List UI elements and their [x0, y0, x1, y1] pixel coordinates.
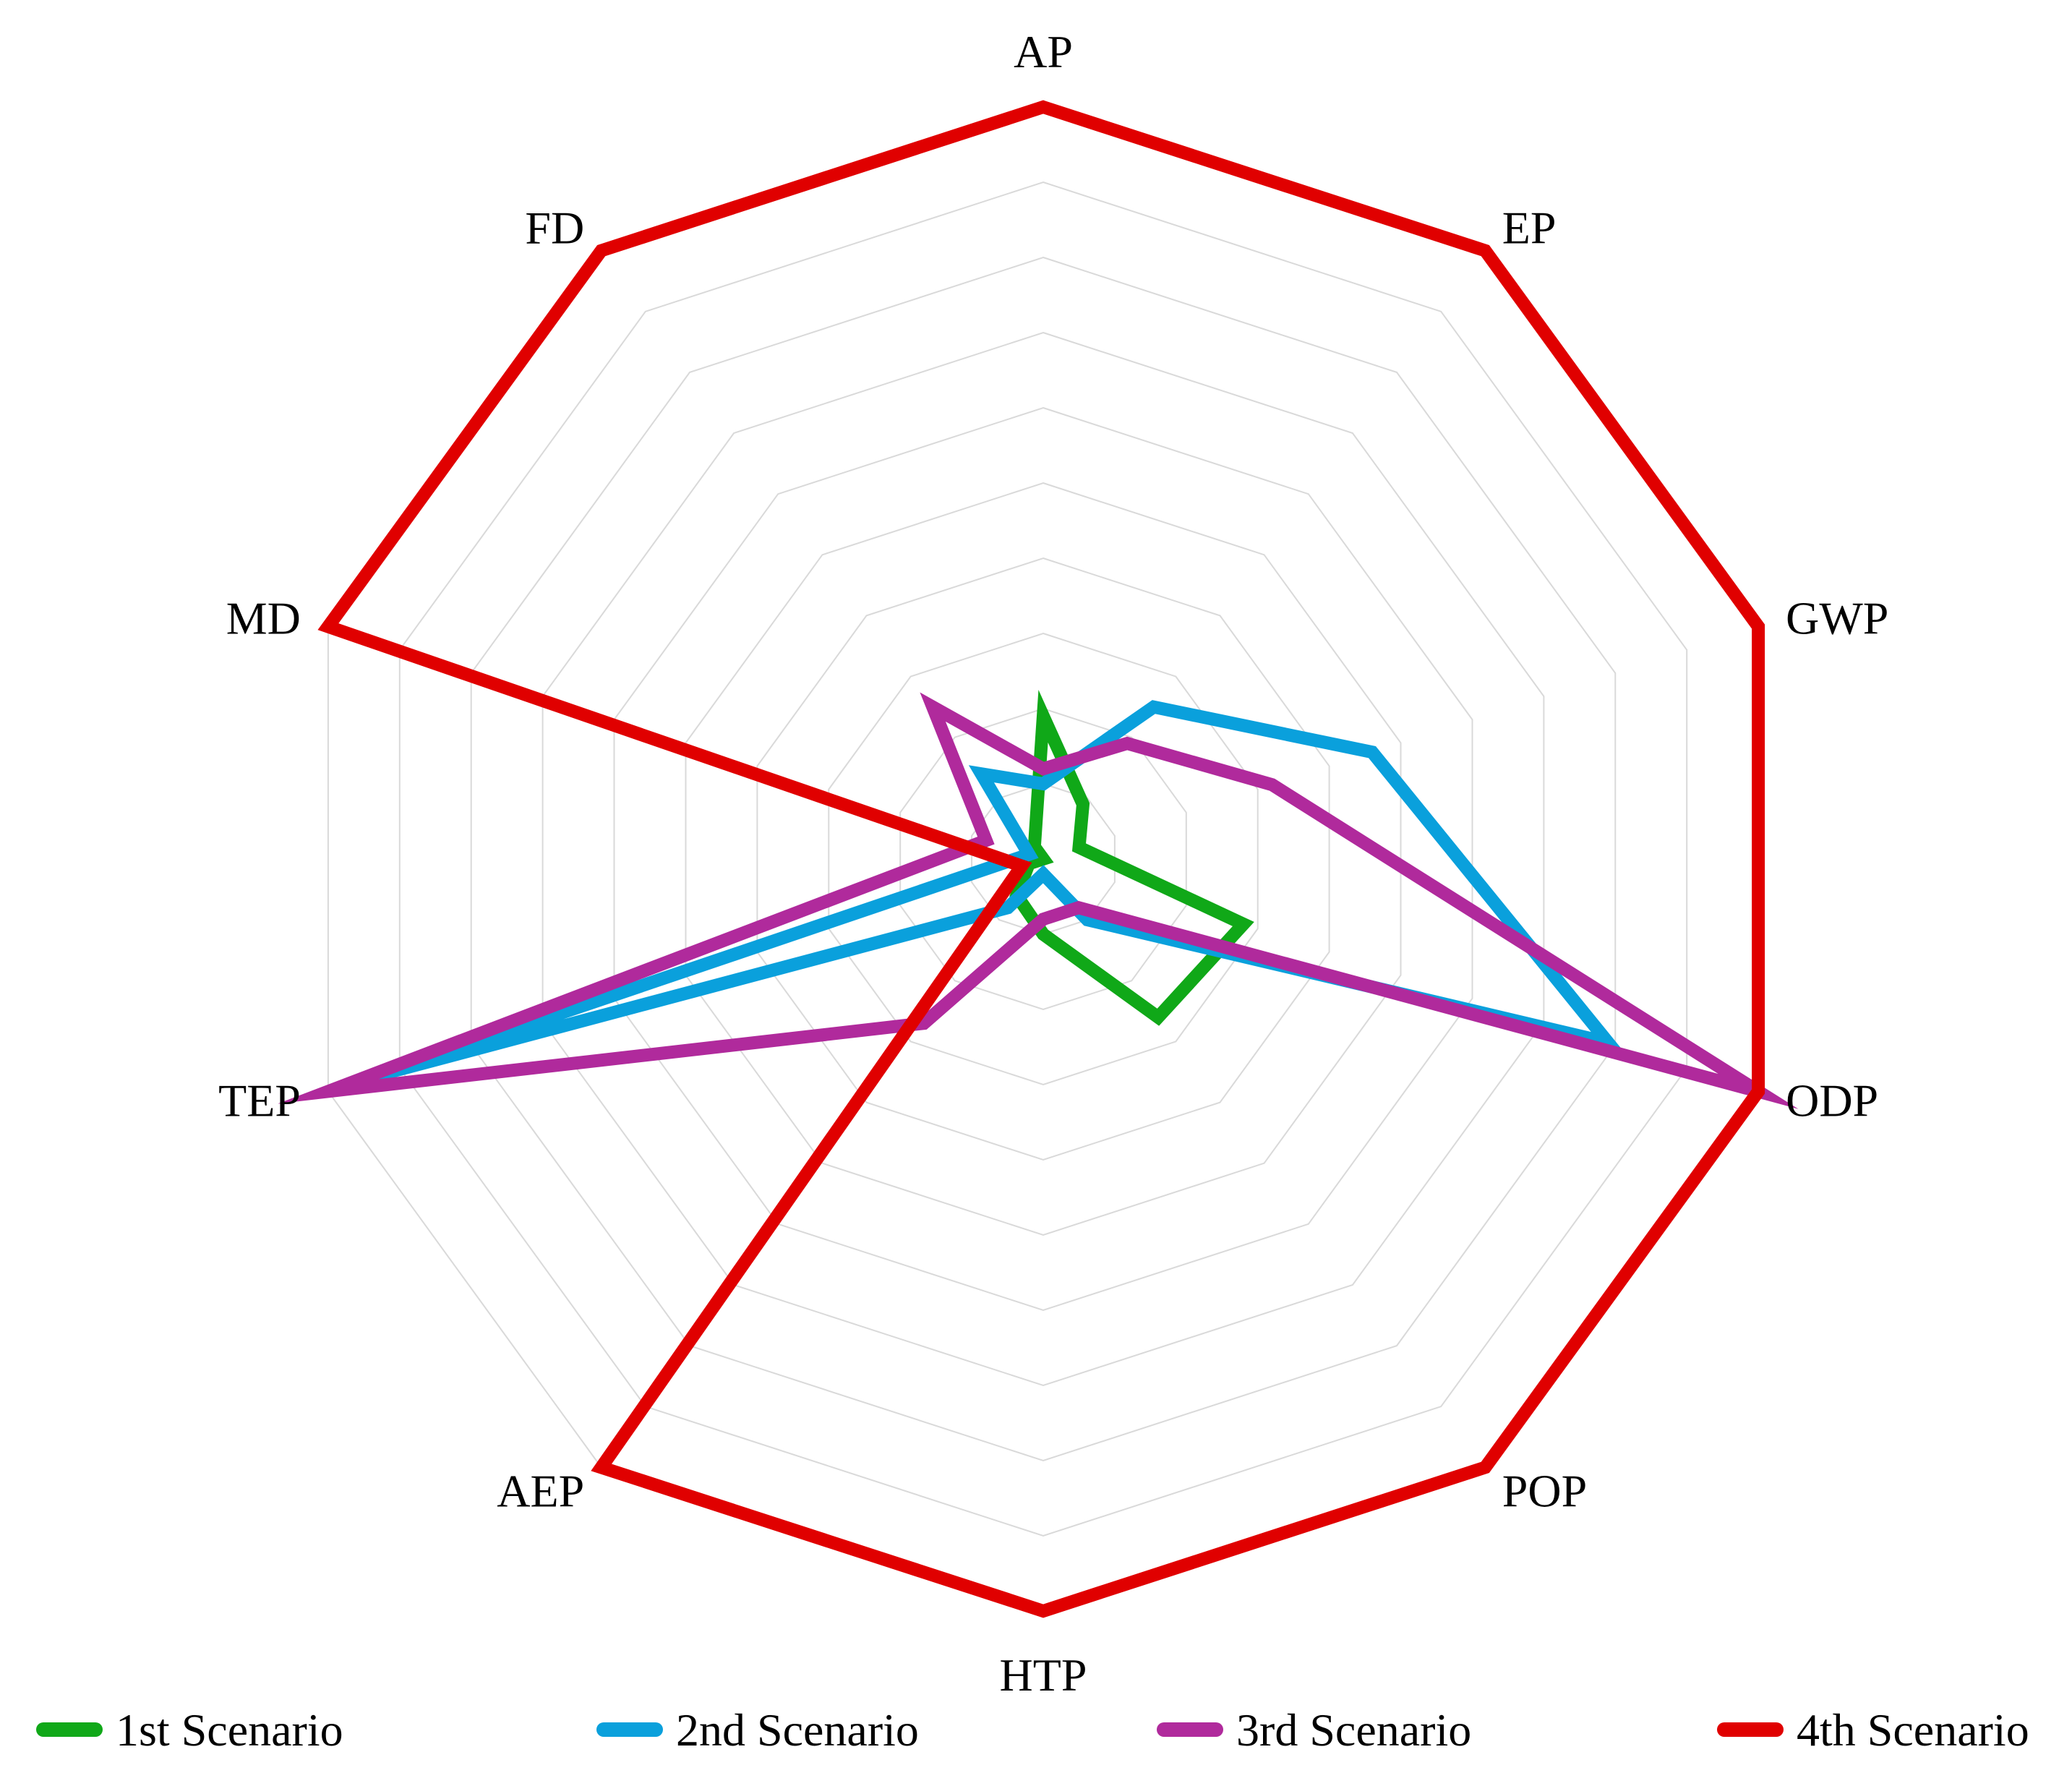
category-label-aep: AEP [497, 1466, 584, 1517]
grid-ring [613, 406, 1473, 1312]
grid-ring [899, 707, 1187, 1011]
series-4th-scenario [317, 100, 1765, 1618]
category-label-pop: POP [1502, 1466, 1587, 1517]
category-label-gwp: GWP [1786, 592, 1888, 644]
category-label-odp: ODP [1786, 1075, 1878, 1127]
category-label-htp: HTP [1000, 1649, 1087, 1701]
grid-ring [541, 331, 1545, 1387]
category-label-ep: EP [1502, 202, 1557, 253]
series-3rd-scenario [277, 692, 1799, 1109]
category-labels: AP EP GWP ODP POP HTP AEP TEP MD FD [218, 26, 1888, 1701]
grid-ring [398, 181, 1688, 1537]
radar-series [277, 100, 1799, 1618]
grid-ring [828, 632, 1259, 1086]
legend-label-1st-scenario: 1st Scenario [116, 1704, 343, 1756]
series-1st-scenario [1009, 689, 1254, 1026]
legend-label-2nd-scenario: 2nd Scenario [676, 1704, 919, 1756]
grid-ring [470, 256, 1617, 1462]
category-label-ap: AP [1014, 26, 1073, 77]
legend-label-4th-scenario: 4th Scenario [1797, 1704, 2029, 1756]
category-label-md: MD [226, 592, 301, 644]
category-label-fd: FD [525, 202, 584, 253]
legend: 1st Scenario 2nd Scenario 3rd Scenario 4th … [36, 1704, 2029, 1756]
grid-ring [756, 557, 1330, 1161]
series-2nd-scenario [376, 700, 1626, 1082]
legend-label-3rd-scenario: 3rd Scenario [1236, 1704, 1471, 1756]
category-label-tep: TEP [218, 1075, 301, 1127]
grid-ring [685, 482, 1402, 1236]
